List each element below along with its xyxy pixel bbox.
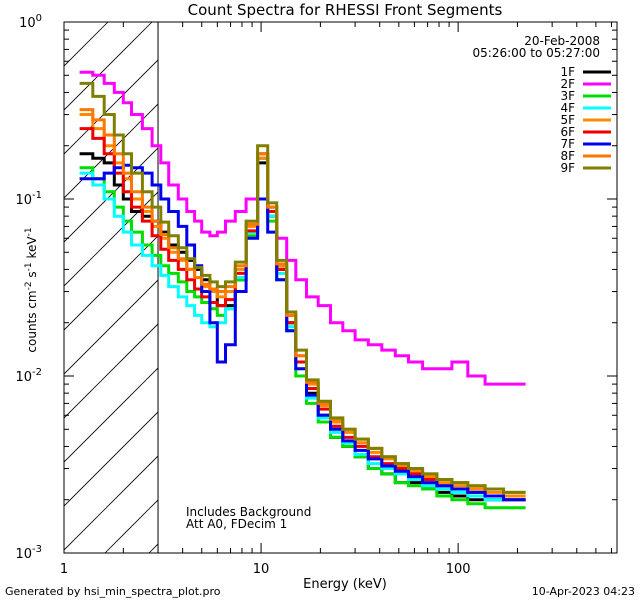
plot-border: [63, 21, 618, 554]
hatch-line: [64, 147, 159, 243]
legend-label-5F: 5F: [560, 113, 575, 127]
x-axis-label: Energy (keV): [303, 577, 387, 592]
x-tick-label: 100: [446, 562, 471, 577]
annotation-background: Includes Background: [186, 505, 311, 519]
y-axis-label: counts cm-2 s-1 keV-1: [24, 227, 39, 352]
date-label: 20-Feb-2008: [524, 34, 600, 48]
series-layer: [79, 70, 526, 510]
legend-label-9F: 9F: [560, 161, 575, 175]
x-tick-label: 10: [253, 562, 270, 577]
axis-ticks: 1 10 100 100 10-1 10-2 10-3: [15, 13, 617, 577]
y-tick-label: 100: [19, 13, 42, 31]
hatch-line: [64, 455, 159, 551]
legend-label-6F: 6F: [560, 125, 575, 139]
hatch-line: [64, 22, 109, 67]
hatch-line: [64, 103, 159, 199]
hatch-line: [104, 499, 159, 553]
y-tick-label: 10-3: [15, 544, 42, 562]
series-9F: [79, 81, 526, 494]
hatch-line: [64, 59, 159, 155]
y-tick-label: 10-1: [15, 190, 42, 208]
hatch-line: [64, 235, 159, 331]
legend-label-7F: 7F: [560, 137, 575, 151]
y-tick-label: 10-2: [15, 367, 42, 385]
series-5F: [79, 113, 526, 498]
hatch-line: [64, 411, 159, 507]
legend-label-2F: 2F: [560, 77, 575, 91]
series-2F: [79, 70, 526, 386]
annotation-attenuator: Att A0, FDecim 1: [186, 517, 287, 531]
timestamp-footer: 10-Apr-2023 04:23: [532, 585, 635, 598]
x-tick-label: 1: [60, 562, 68, 577]
series-8F: [79, 108, 526, 494]
legend-label-4F: 4F: [560, 101, 575, 115]
hatch-lines: [64, 22, 159, 553]
hatch-line: [64, 279, 159, 375]
legend-label-3F: 3F: [560, 89, 575, 103]
series-4F: [79, 156, 526, 502]
time-range-label: 05:26:00 to 05:27:00: [473, 46, 600, 60]
chart-title: Count Spectra for RHESSI Front Segments: [188, 1, 503, 19]
hatch-line: [64, 191, 159, 287]
plot-frame: [63, 21, 618, 554]
generated-by-footer: Generated by hsi_min_spectra_plot.pro: [5, 585, 221, 598]
hatched-region: [64, 22, 159, 553]
legend-label-8F: 8F: [560, 149, 575, 163]
series-6F: [79, 127, 526, 502]
legend-label-1F: 1F: [560, 65, 575, 79]
